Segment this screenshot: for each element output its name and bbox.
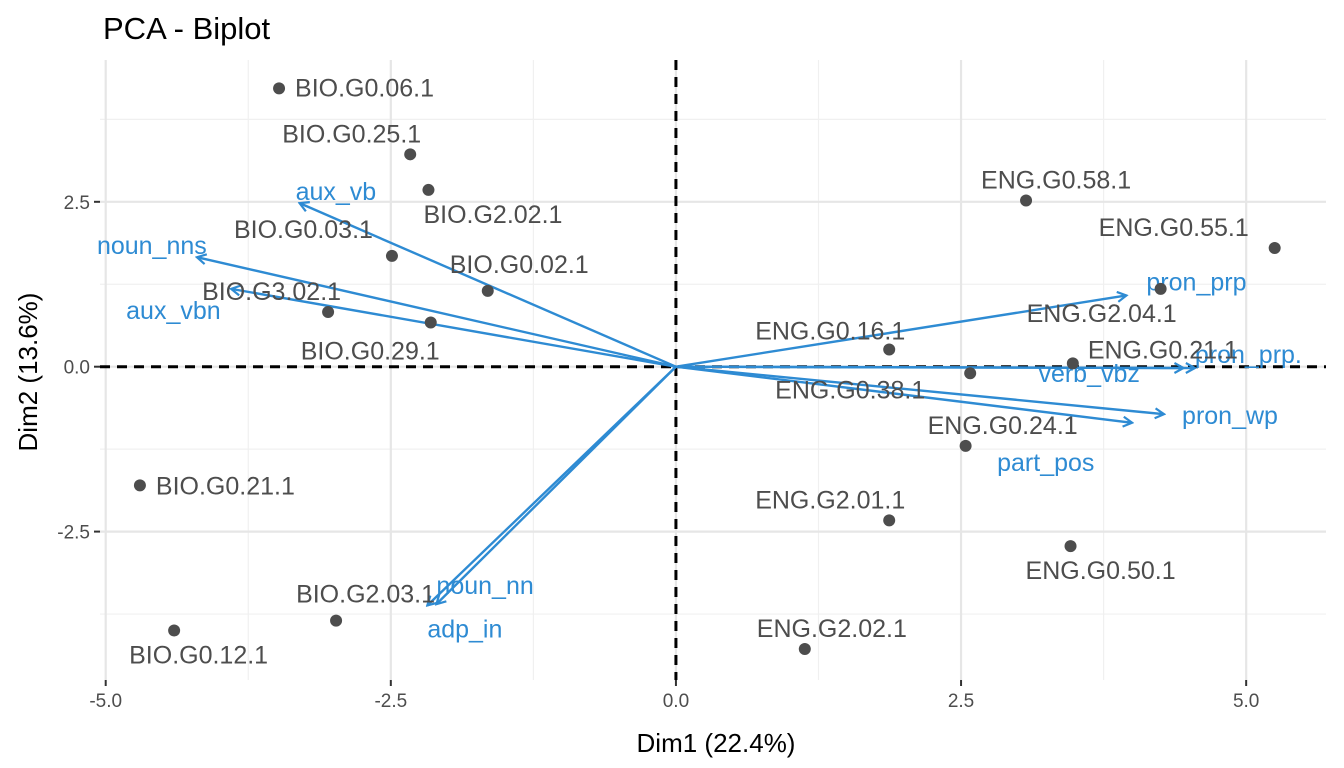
data-point [883, 343, 896, 356]
point-label: ENG.G0.38.1 [775, 376, 925, 404]
point-label: BIO.G0.03.1 [234, 216, 373, 244]
variable-arrows: aux_vbnoun_nnsaux_vbnpron_prppron_prp.ve… [97, 178, 1302, 643]
axis-ticks: -5.0 -2.5 0.0 2.5 5.0 -2.5 0.0 2.5 [57, 193, 1259, 712]
point-label: BIO.G0.25.1 [282, 120, 421, 148]
data-point [168, 624, 181, 637]
variable-arrow [231, 289, 677, 368]
variable-label: adp_in [427, 615, 502, 643]
x-tick-label: 5.0 [1233, 691, 1259, 712]
data-point [424, 316, 437, 329]
y-tick-label: -2.5 [57, 523, 90, 544]
point-label: ENG.G0.50.1 [1026, 557, 1176, 585]
data-point [330, 614, 343, 627]
data-point [133, 479, 146, 492]
variable-label: aux_vb [296, 178, 377, 206]
x-tick-label: 2.5 [948, 691, 974, 712]
variable-label: pron_prp. [1195, 341, 1302, 369]
point-label: BIO.G3.02.1 [202, 278, 341, 306]
data-point [1020, 194, 1033, 207]
point-label: BIO.G0.02.1 [450, 251, 589, 279]
data-point [1066, 357, 1079, 370]
data-point [404, 148, 417, 161]
chart-title: PCA - Biplot [103, 11, 271, 46]
variable-label: noun_nn [436, 572, 533, 600]
data-point [883, 514, 896, 527]
point-label: ENG.G2.01.1 [755, 486, 905, 514]
variable-arrow [427, 365, 677, 606]
individual-points: BIO.G0.06.1 BIO.G0.25.1 BIO.G2.02.1 BIO.G0.… [129, 74, 1281, 670]
point-label: BIO.G0.12.1 [129, 642, 268, 670]
variable-arrow [675, 367, 1184, 368]
variable-label: pron_wp [1182, 402, 1278, 430]
point-label: ENG.G0.55.1 [1099, 214, 1249, 242]
variable-label: part_pos [997, 449, 1094, 477]
variable-arrow [675, 365, 1132, 423]
point-label: ENG.G2.02.1 [757, 615, 907, 643]
point-label: BIO.G2.02.1 [423, 201, 562, 229]
data-point [964, 367, 977, 380]
x-axis-title: Dim1 (22.4%) [637, 728, 796, 758]
y-tick-label: 0.0 [64, 358, 90, 379]
variable-label: verb_vbz [1038, 360, 1139, 388]
data-point [422, 183, 435, 196]
x-tick-label: -5.0 [89, 691, 122, 712]
data-point [798, 643, 811, 655]
y-tick-label: 2.5 [64, 193, 90, 214]
point-label: BIO.G2.03.1 [296, 581, 435, 609]
point-label: BIO.G0.06.1 [295, 74, 434, 102]
variable-label: noun_nns [97, 232, 207, 260]
x-tick-label: 0.0 [663, 691, 689, 712]
point-label: ENG.G0.21.1 [1088, 336, 1238, 364]
data-point [273, 82, 286, 95]
point-label: BIO.G0.21.1 [156, 472, 295, 500]
variable-arrow [675, 365, 1164, 414]
variable-arrow [675, 295, 1126, 368]
x-tick-label: -2.5 [374, 691, 407, 712]
point-label: ENG.G0.24.1 [928, 412, 1078, 440]
point-label: ENG.G0.16.1 [755, 318, 905, 346]
data-point [1154, 282, 1167, 295]
data-point [1268, 241, 1281, 254]
variable-arrow [197, 257, 677, 368]
point-label: ENG.G2.04.1 [1027, 300, 1177, 328]
y-axis-title: Dim2 (13.6%) [13, 293, 43, 452]
variable-label: aux_vbn [126, 297, 221, 325]
data-point [481, 284, 494, 297]
point-label: BIO.G0.29.1 [301, 338, 440, 366]
data-point [322, 305, 335, 318]
data-point [959, 439, 972, 452]
data-point [385, 249, 398, 262]
data-point [1064, 540, 1077, 553]
point-label: ENG.G0.58.1 [981, 166, 1131, 194]
